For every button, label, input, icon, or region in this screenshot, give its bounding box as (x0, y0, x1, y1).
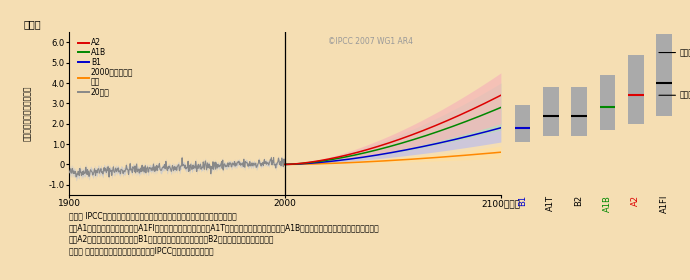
Bar (515, 106, 531, 142)
Text: （度）: （度） (23, 19, 41, 29)
Text: 最良の見積り: 最良の見積り (680, 91, 690, 100)
Text: ©IPCC 2007 WG1 AR4: ©IPCC 2007 WG1 AR4 (328, 37, 413, 46)
Text: 世界平均地上気温の上昇量: 世界平均地上気温の上昇量 (23, 86, 32, 141)
Bar (656, 34, 672, 116)
Legend: A2, A1B, B1, 2000年の濃度ど
一定, 20世紀: A2, A1B, B1, 2000年の濃度ど 一定, 20世紀 (77, 38, 134, 97)
Bar (628, 55, 644, 124)
Text: 可能性が高い予測幅: 可能性が高い予測幅 (680, 48, 690, 57)
Bar (571, 87, 587, 136)
Text: （注） IPCC第４次統合報告書では、以下の６つのシナリオを提示している。
　　A1：高成長社会シナリオ（A1FI：化石エネルギー源重視、A1T：非化石エネルギ: （注） IPCC第４次統合報告書では、以下の６つのシナリオを提示している。 A1… (69, 212, 380, 255)
Bar (543, 87, 559, 136)
Bar (600, 75, 615, 130)
